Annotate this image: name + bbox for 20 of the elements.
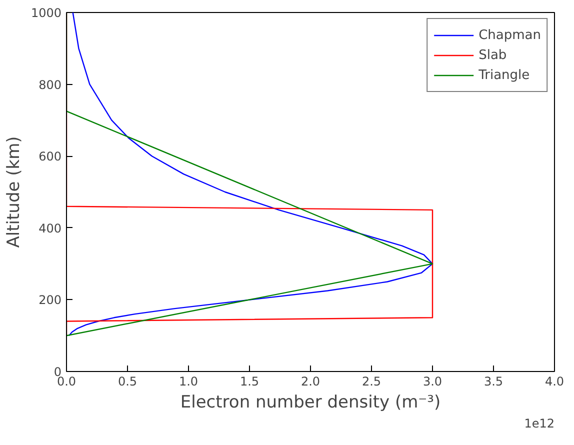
legend-label: Slab bbox=[478, 48, 507, 62]
y-tick-label: 1000 bbox=[30, 6, 62, 20]
y-tick-label: 400 bbox=[38, 221, 62, 236]
y-tick-label: 200 bbox=[38, 293, 62, 308]
y-axis-title: Altitude (km) bbox=[4, 136, 24, 248]
x-tick-label: 0.5 bbox=[118, 374, 138, 388]
x-tick-label: 1.5 bbox=[240, 374, 260, 388]
x-tick-label: 2.5 bbox=[362, 374, 382, 388]
y-tick-label: 600 bbox=[38, 150, 62, 164]
x-axis-title: Electron number density (m⁻³) bbox=[180, 392, 441, 412]
legend-label: Chapman bbox=[478, 28, 541, 42]
x-tick-label: 2.0 bbox=[300, 374, 320, 388]
y-tick-label: 800 bbox=[38, 78, 62, 92]
x-tick-label: 3.5 bbox=[484, 374, 504, 388]
legend-label: Triangle bbox=[478, 68, 530, 82]
x-tick-label: 1.0 bbox=[178, 374, 198, 388]
x-tick-label: 4.0 bbox=[544, 374, 564, 388]
x-tick-label: 3.0 bbox=[422, 374, 442, 388]
x-tick-label: 0.0 bbox=[56, 374, 76, 388]
text: 1e12 bbox=[524, 416, 555, 430]
